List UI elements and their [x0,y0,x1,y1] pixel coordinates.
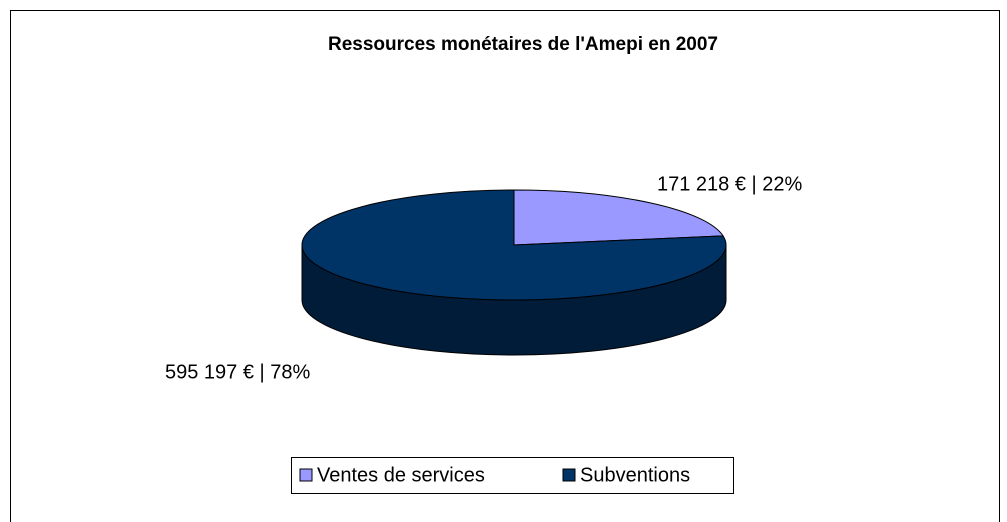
legend-label: Subventions [580,464,690,486]
pie-slice [513,189,724,246]
legend-label: Ventes de services [317,464,485,486]
chart-title: Ressources monétaires de l'Amepi en 2007 [328,34,718,55]
legend-box [291,457,734,494]
legend-swatch [562,468,576,482]
pie-slice [301,189,727,301]
data-label: 171 218 € | 22% [657,173,803,195]
legend-swatch [299,468,313,482]
data-label: 595 197 € | 78% [165,361,311,383]
